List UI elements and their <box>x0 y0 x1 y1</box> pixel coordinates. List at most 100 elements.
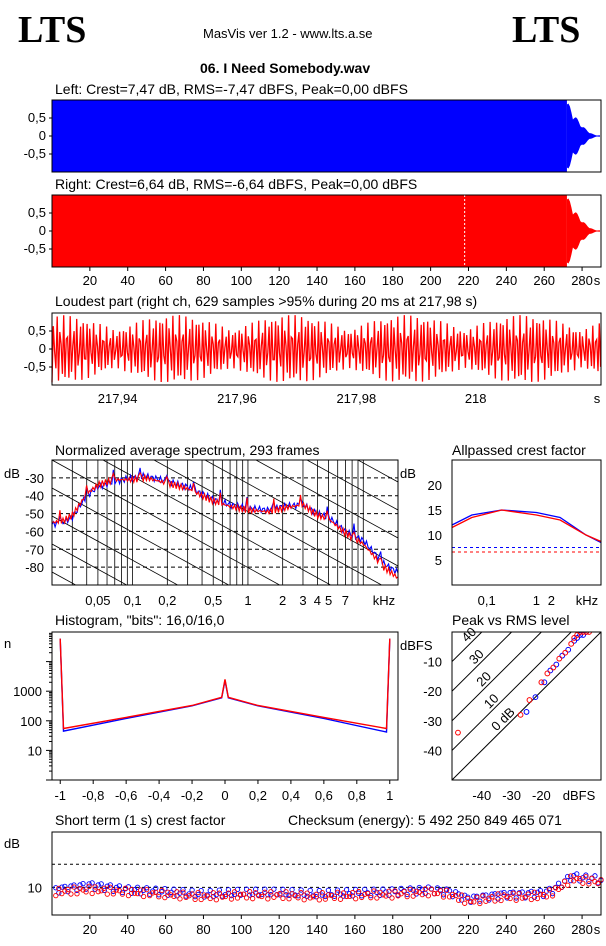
short-crest-point <box>356 888 362 895</box>
short-crest-point <box>180 889 186 895</box>
allpassed-ytick-label: 5 <box>435 553 442 568</box>
short-crest-point <box>165 889 171 895</box>
pvr-ytick-label: -20 <box>423 684 442 699</box>
short-crest-point <box>380 886 386 892</box>
pvr-ytick-label: -30 <box>423 714 442 729</box>
short-crest-xtick-label: s <box>594 922 601 937</box>
right-waveform-title: Right: Crest=6,64 dB, RMS=-6,64 dBFS, Pe… <box>55 176 418 192</box>
histogram-xtick-label: -0,4 <box>148 788 170 803</box>
short-crest-xtick-label: 80 <box>196 922 210 937</box>
short-crest-point <box>240 891 247 897</box>
histogram-xtick-label: 0,2 <box>249 788 267 803</box>
short-crest-point <box>195 891 201 898</box>
short-crest-point <box>337 896 344 902</box>
short-crest-point <box>449 894 456 900</box>
short-crest-point <box>253 886 259 892</box>
spectrum-slope-line <box>255 460 398 539</box>
loudest-part-trace <box>51 315 602 383</box>
short-crest-xtick-label: 220 <box>458 922 480 937</box>
short-crest-point <box>546 887 553 893</box>
short-crest-point <box>86 883 92 890</box>
short-crest-point <box>428 886 435 892</box>
short-crest-point <box>137 891 144 897</box>
pvr-point <box>538 679 545 686</box>
short-crest-point <box>74 891 80 897</box>
short-crest-point <box>349 889 356 896</box>
short-crest-point <box>246 892 253 898</box>
short-crest-point <box>59 884 65 890</box>
short-crest-point <box>558 884 565 890</box>
short-crest-point <box>144 885 150 891</box>
loudest-ytick-label: -0,5 <box>24 359 46 374</box>
short-crest-point <box>53 885 59 891</box>
spectrum-ytick-label: -60 <box>25 524 44 539</box>
waveform-xtick-label: 20 <box>83 273 97 288</box>
app-version-label: MasVis ver 1.2 - www.lts.a.se <box>203 26 373 41</box>
left-waveform-body <box>52 100 567 172</box>
short-term-crest-title: Short term (1 s) crest factor <box>55 812 226 828</box>
short-crest-point <box>298 890 304 896</box>
short-crest-frame <box>51 831 602 916</box>
pvr-plot <box>452 632 601 780</box>
short-crest-point <box>237 891 244 897</box>
spectrum-ytick-label: -80 <box>25 560 44 575</box>
short-crest-point <box>498 897 504 904</box>
short-crest-point <box>313 891 319 897</box>
pvr-ytick-label: -40 <box>423 743 442 758</box>
short-crest-point <box>107 884 113 890</box>
short-crest-point <box>104 891 110 897</box>
short-crest-point <box>519 895 525 901</box>
short-crest-point <box>483 892 489 898</box>
short-crest-point <box>492 891 498 897</box>
pvr-point <box>553 661 560 668</box>
short-crest-point <box>92 884 98 890</box>
short-crest-point <box>580 875 586 881</box>
spectrum-xtick-label: 0,2 <box>158 593 176 608</box>
short-crest-point <box>325 887 332 893</box>
short-crest-point <box>362 886 368 892</box>
short-crest-point <box>186 891 192 897</box>
short-crest-point <box>562 878 568 884</box>
short-crest-xtick-label: 20 <box>83 922 97 937</box>
short-crest-point <box>522 894 528 900</box>
short-crest-point <box>274 892 280 898</box>
loudest-xtick-label: 218 <box>465 391 487 406</box>
spectrum-ytick-label: -30 <box>25 471 44 486</box>
spectrum-slope-line <box>306 460 398 511</box>
pvr-ylabel: dBFS <box>400 638 433 653</box>
allpassed-xtick-label: 1 <box>533 593 540 608</box>
short-crest-point <box>86 881 92 887</box>
short-crest-point <box>89 890 95 897</box>
short-crest-point <box>159 887 165 894</box>
short-crest-point <box>374 889 380 896</box>
short-crest-xtick-label: 120 <box>268 922 290 937</box>
histogram-ytick-label: 10 <box>28 743 42 758</box>
short-crest-point <box>171 893 177 900</box>
spectrum-title: Normalized average spectrum, 293 frames <box>55 442 320 458</box>
short-crest-point <box>568 873 574 879</box>
waveform-xtick-label: s <box>594 273 601 288</box>
histogram-series-line <box>59 638 391 730</box>
short-crest-point <box>183 894 189 900</box>
left-waveform-ytick-label: 0,5 <box>28 110 46 125</box>
pvr-xtick-label: -40 <box>472 788 491 803</box>
short-crest-point <box>340 890 347 896</box>
allpassed-ytick-label: 15 <box>428 503 442 518</box>
short-crest-point <box>477 898 483 904</box>
short-crest-point <box>225 887 232 893</box>
short-crest-point <box>140 893 147 900</box>
waveform-xtick-label: 200 <box>420 273 442 288</box>
short-crest-point <box>110 891 116 897</box>
short-crest-point <box>295 893 301 899</box>
short-crest-point <box>513 895 519 901</box>
short-crest-point <box>231 891 238 898</box>
short-crest-point <box>574 875 580 882</box>
short-crest-point <box>128 886 135 893</box>
short-crest-point <box>116 888 123 894</box>
pvr-point <box>577 632 584 635</box>
short-crest-point <box>552 885 559 891</box>
short-crest-point <box>565 882 571 888</box>
short-crest-point <box>68 883 74 889</box>
short-crest-point <box>534 895 541 902</box>
